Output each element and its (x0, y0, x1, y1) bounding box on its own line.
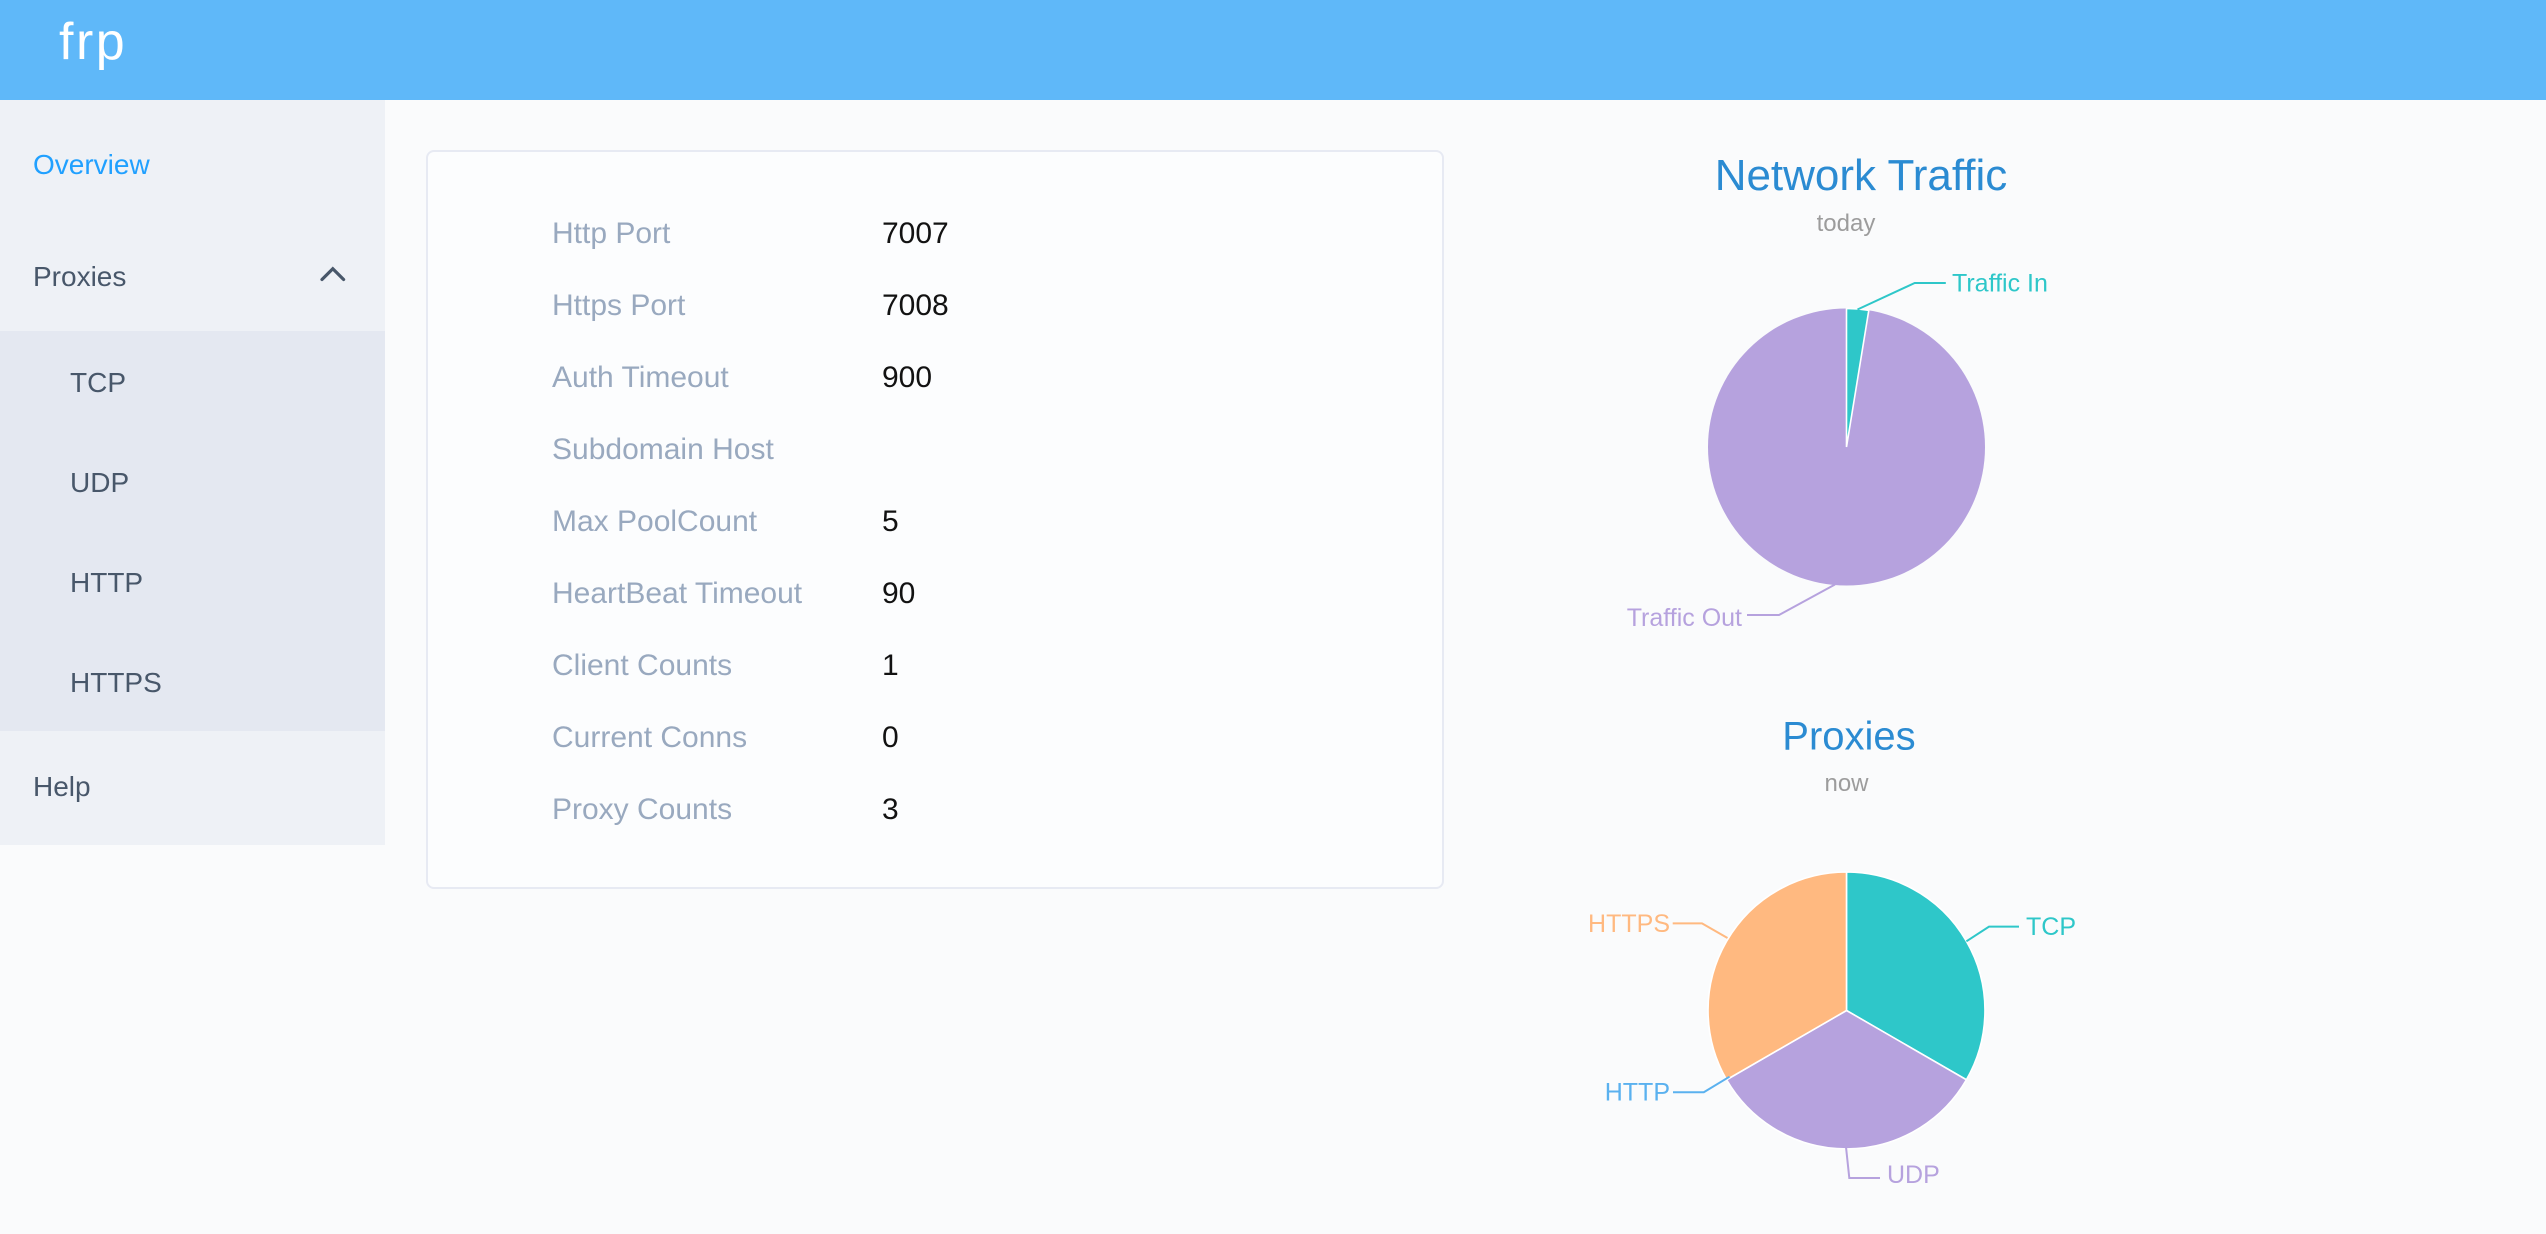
svg-text:now: now (1824, 770, 1869, 797)
svg-text:HTTPS: HTTPS (1588, 910, 1670, 938)
svg-text:Traffic Out: Traffic Out (1627, 604, 1742, 632)
svg-text:TCP: TCP (2026, 913, 2076, 941)
svg-text:Traffic In: Traffic In (1952, 270, 2048, 298)
svg-text:UDP: UDP (1887, 1161, 1940, 1189)
svg-text:today: today (1817, 210, 1876, 237)
svg-text:Proxies: Proxies (1782, 715, 1915, 759)
svg-text:HTTP: HTTP (1605, 1079, 1670, 1107)
svg-text:Network Traffic: Network Traffic (1715, 151, 2008, 200)
